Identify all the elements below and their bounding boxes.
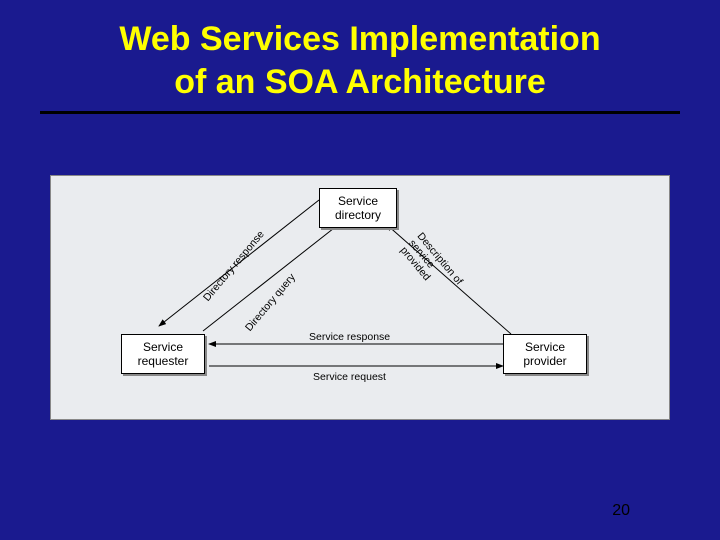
title-underline [40,111,680,114]
label-description: Description ofserviceprovided [398,231,465,301]
title-line-1: Web Services Implementation [119,20,600,58]
node-provider-label: Serviceprovider [523,340,566,369]
title-line-2: of an SOA Architecture [174,63,546,101]
node-requester-label: Servicerequester [138,340,189,369]
node-directory: Servicedirectory [319,188,397,228]
node-provider: Serviceprovider [503,334,587,374]
node-requester: Servicerequester [121,334,205,374]
label-svc-request: Service request [313,371,386,383]
page-number: 20 [612,502,630,520]
diagram-panel: Servicedirectory Servicerequester Servic… [50,175,670,420]
node-directory-label: Servicedirectory [335,194,381,223]
slide-title: Web Services Implementation of an SOA Ar… [0,0,720,103]
label-dir-query: Directory query [243,271,298,333]
label-svc-response: Service response [309,331,390,343]
label-dir-response: Directory response [201,228,267,303]
